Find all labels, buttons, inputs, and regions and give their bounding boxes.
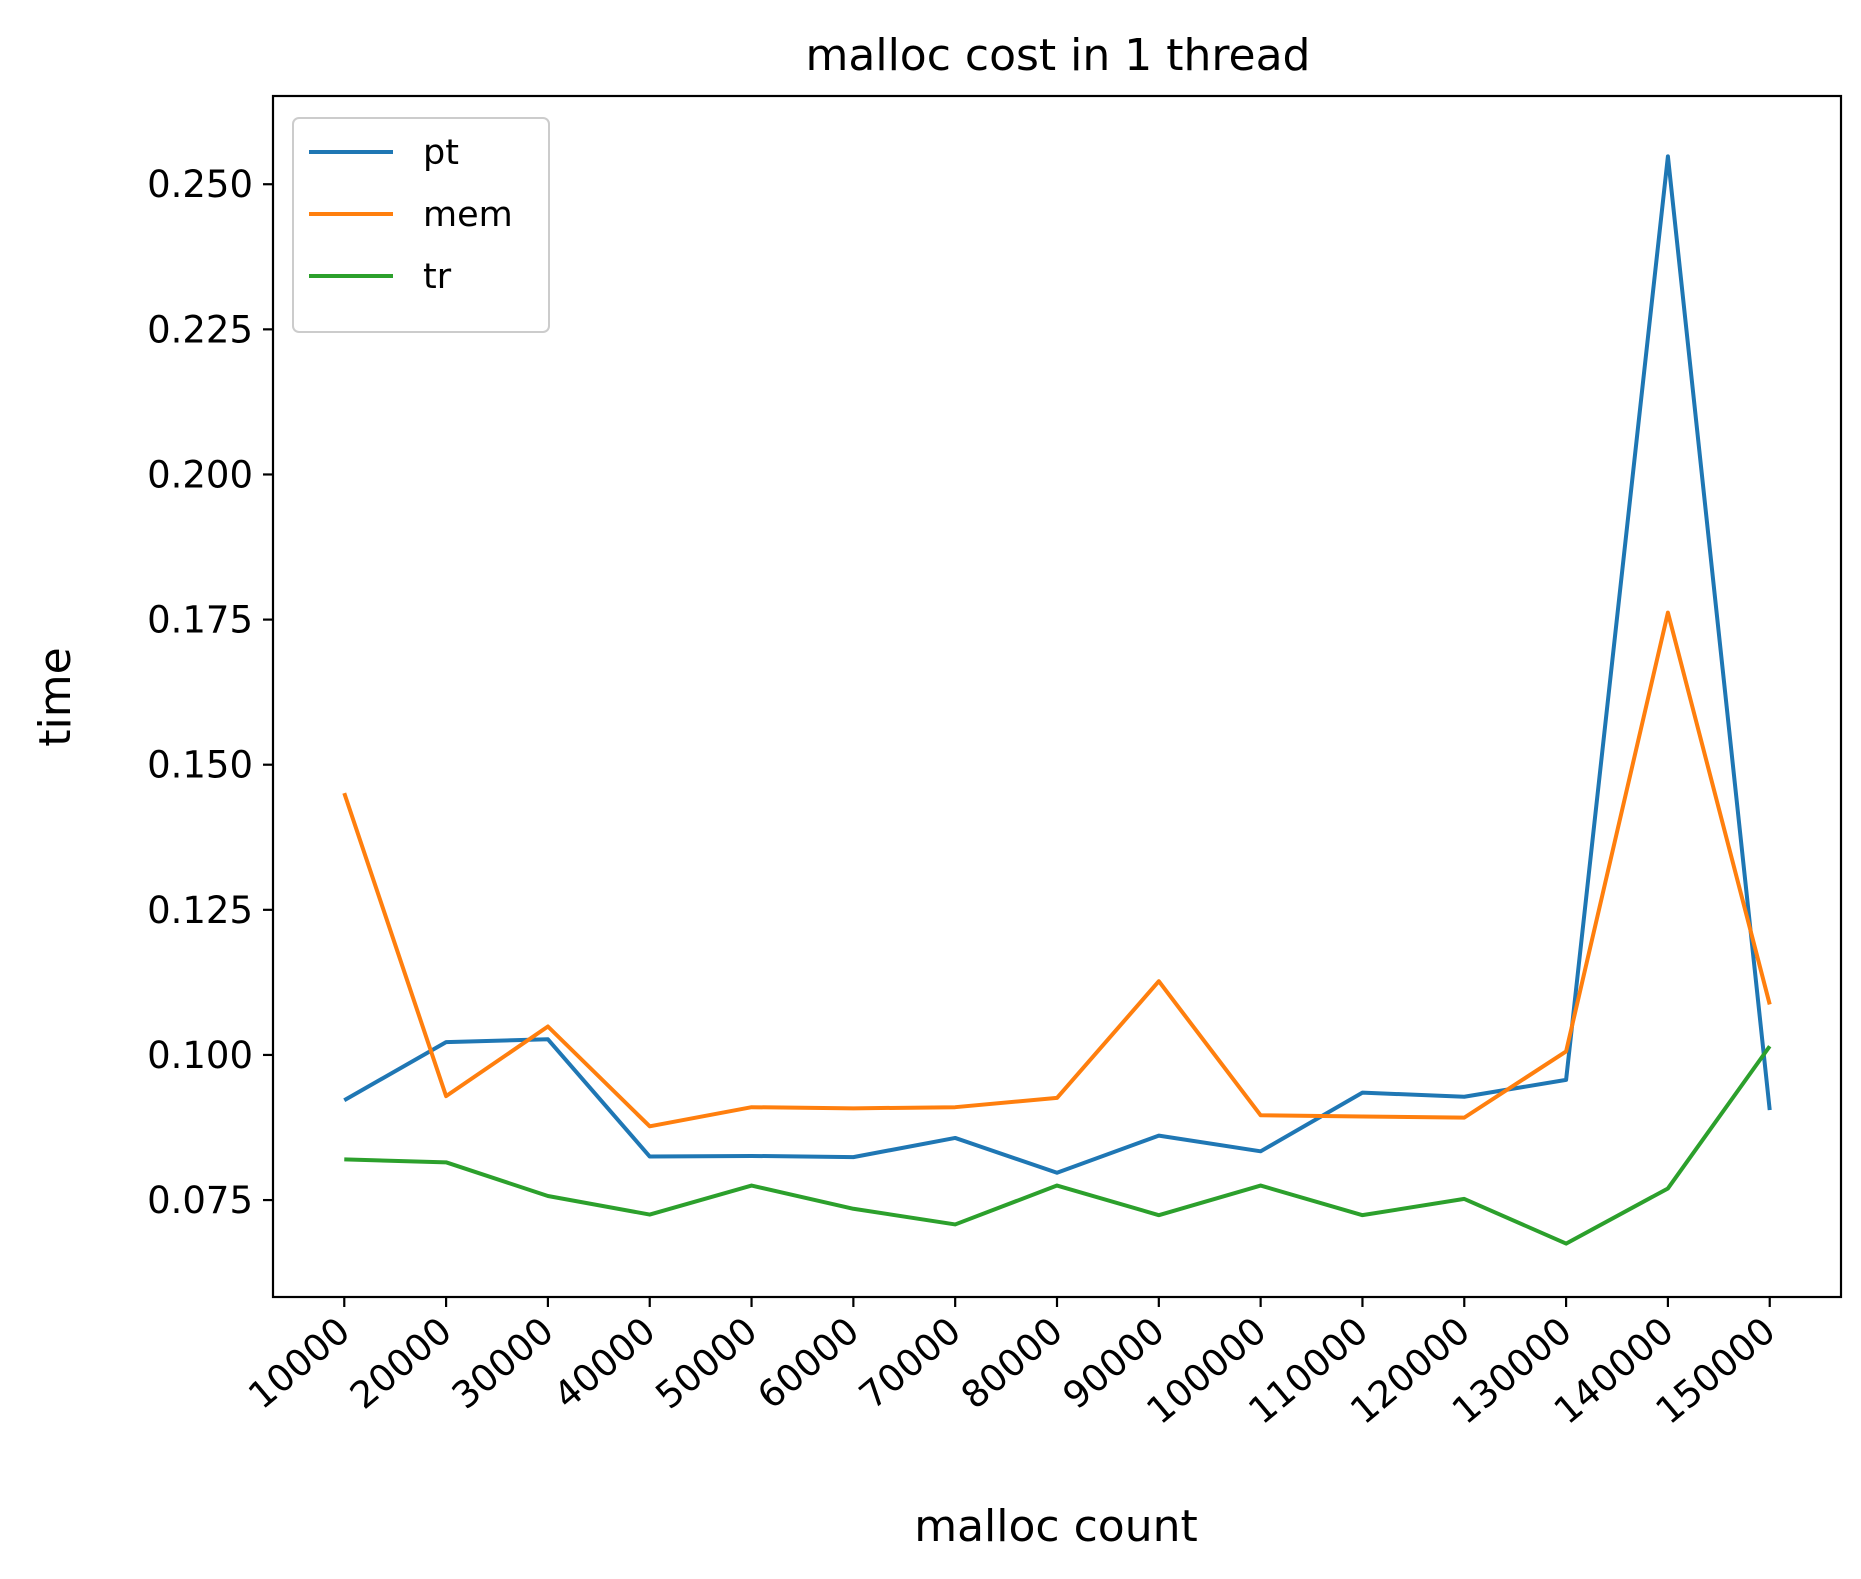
- series-line-tr: [344, 1045, 1772, 1246]
- x-tick-label: 30000: [444, 1309, 562, 1418]
- x-tick-label: 70000: [851, 1309, 969, 1418]
- x-axis: 1000020000300004000050000600007000080000…: [240, 1297, 1784, 1433]
- y-axis: 0.075 0.100 0.125 0.150 0.175 0.200 0.225 0.250: [147, 163, 273, 1222]
- x-tick-label: 20000: [342, 1309, 460, 1418]
- legend-label-mem: mem: [423, 195, 513, 235]
- y-tick-label: 0.100: [147, 1034, 253, 1077]
- y-tick-label: 0.150: [147, 744, 253, 787]
- y-tick-label: 0.075: [147, 1179, 253, 1222]
- series-line-mem: [342, 610, 1772, 1129]
- x-tick-label: 50000: [648, 1309, 766, 1418]
- legend-label-pt: pt: [423, 133, 459, 173]
- y-axis-label: time: [30, 647, 81, 746]
- y-tick-label: 0.250: [147, 163, 253, 206]
- x-tick-label: 60000: [749, 1309, 867, 1418]
- x-tick-label: 80000: [953, 1309, 1071, 1418]
- series-line-pt: [343, 154, 1772, 1175]
- y-tick-label: 0.125: [147, 889, 253, 932]
- y-tick-label: 0.200: [147, 453, 253, 496]
- x-tick-label: 10000: [240, 1309, 358, 1418]
- chart-title: malloc cost in 1 thread: [806, 30, 1311, 81]
- legend: pt mem tr: [292, 117, 550, 333]
- x-axis-label: malloc count: [914, 1501, 1198, 1552]
- legend-label-tr: tr: [423, 257, 452, 297]
- y-tick-label: 0.225: [147, 308, 253, 351]
- x-tick-label: 40000: [546, 1309, 664, 1418]
- y-tick-label: 0.175: [147, 599, 253, 642]
- series-lines: [342, 154, 1772, 1246]
- legend-box: [292, 117, 550, 333]
